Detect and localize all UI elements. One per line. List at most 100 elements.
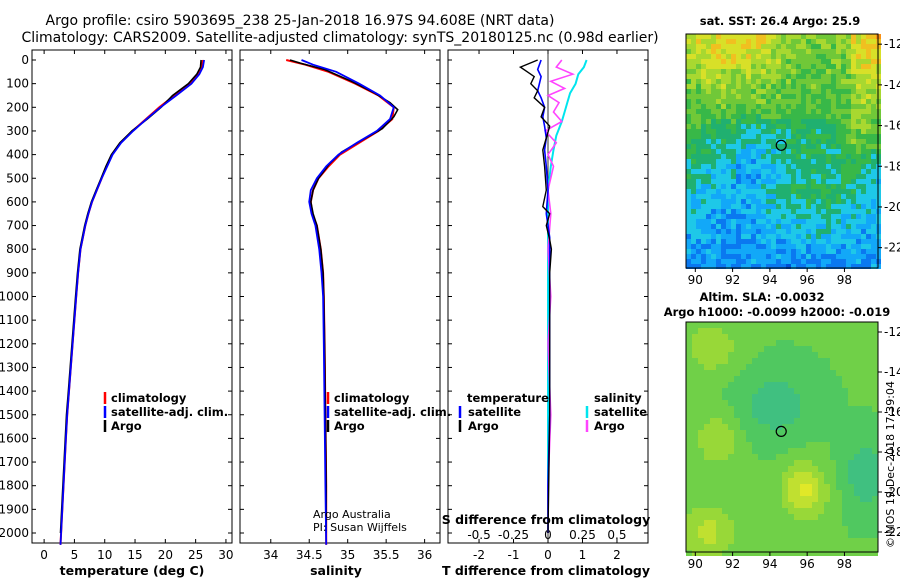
map-cell <box>781 239 786 244</box>
map-cell <box>764 514 770 520</box>
map-cell <box>812 382 818 388</box>
map-cell <box>824 328 830 334</box>
map-cell <box>801 109 806 114</box>
map-cell <box>836 124 841 129</box>
map-cell <box>791 39 796 44</box>
map-cell <box>860 406 866 412</box>
map-cell <box>860 388 866 394</box>
map-cell <box>831 139 836 144</box>
map-cell <box>740 472 746 478</box>
map-cell <box>811 169 816 174</box>
map-cell <box>788 544 794 550</box>
map-cell <box>801 249 806 254</box>
map-cell <box>872 328 878 334</box>
map-cell <box>872 334 878 340</box>
map-cell <box>800 430 806 436</box>
map-cell <box>826 159 831 164</box>
map-cell <box>806 334 812 340</box>
map-cell <box>692 502 698 508</box>
map-cell <box>706 94 711 99</box>
map-cell <box>776 79 781 84</box>
map-cell <box>726 219 731 224</box>
depth-tick-label: 1500 <box>0 408 29 422</box>
map-cell <box>758 382 764 388</box>
map-cell <box>776 418 782 424</box>
map-cell <box>812 358 818 364</box>
map-cell <box>841 254 846 259</box>
map-cell <box>794 430 800 436</box>
map-cell <box>776 179 781 184</box>
map-cell <box>746 406 752 412</box>
map-cell <box>736 174 741 179</box>
map-cell <box>791 249 796 254</box>
x-tick-label: -1 <box>508 548 520 562</box>
map-cell <box>728 388 734 394</box>
map-cell <box>731 229 736 234</box>
map-cell <box>758 436 764 442</box>
map-cell <box>686 124 691 129</box>
map-cell <box>851 144 856 149</box>
map-cell <box>806 514 812 520</box>
map-cell <box>842 388 848 394</box>
map-cell <box>831 119 836 124</box>
map-cell <box>842 418 848 424</box>
map-cell <box>801 229 806 234</box>
map-cell <box>821 209 826 214</box>
map-cell <box>698 526 704 532</box>
map-cell <box>771 174 776 179</box>
map-cell <box>871 249 876 254</box>
map-cell <box>696 154 701 159</box>
map-cell <box>766 54 771 59</box>
map-cell <box>871 79 876 84</box>
map-cell <box>756 169 761 174</box>
map-cell <box>811 254 816 259</box>
map-cell <box>746 109 751 114</box>
map-cell <box>811 219 816 224</box>
map-cell <box>741 254 746 259</box>
map-cell <box>816 234 821 239</box>
map-cell <box>761 124 766 129</box>
map-cell <box>791 214 796 219</box>
map-cell <box>691 254 696 259</box>
map-cell <box>791 194 796 199</box>
map-cell <box>812 370 818 376</box>
map-cell <box>752 364 758 370</box>
map-lon-label: 98 <box>837 557 852 571</box>
map-cell <box>836 144 841 149</box>
map-cell <box>806 406 812 412</box>
map-cell <box>846 189 851 194</box>
map-cell <box>801 239 806 244</box>
map-cell <box>786 44 791 49</box>
map-cell <box>711 59 716 64</box>
map-cell <box>836 532 842 538</box>
map-cell <box>704 430 710 436</box>
map-cell <box>794 490 800 496</box>
map-cell <box>686 496 692 502</box>
map-cell <box>854 382 860 388</box>
map-cell <box>801 254 806 259</box>
map-cell <box>861 124 866 129</box>
map-cell <box>806 199 811 204</box>
map-cell <box>856 89 861 94</box>
map-cell <box>856 159 861 164</box>
map-cell <box>866 532 872 538</box>
map-cell <box>866 234 871 239</box>
map-cell <box>846 124 851 129</box>
map-cell <box>836 209 841 214</box>
map-cell <box>764 478 770 484</box>
map-cell <box>764 388 770 394</box>
map-cell <box>848 544 854 550</box>
map-cell <box>721 34 726 39</box>
map-cell <box>746 400 752 406</box>
map-cell <box>842 406 848 412</box>
map-cell <box>758 364 764 370</box>
map-cell <box>758 490 764 496</box>
map-cell <box>710 346 716 352</box>
map-cell <box>711 94 716 99</box>
map-cell <box>812 514 818 520</box>
map-cell <box>776 104 781 109</box>
map-cell <box>770 526 776 532</box>
map-cell <box>716 109 721 114</box>
map-cell <box>796 239 801 244</box>
map-cell <box>842 430 848 436</box>
